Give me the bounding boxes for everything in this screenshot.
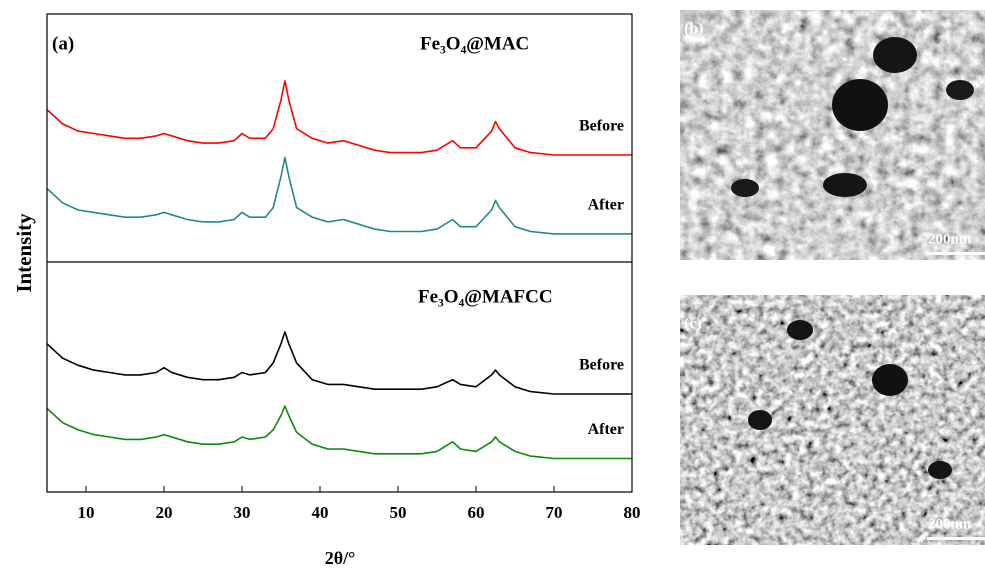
- x-axis-label: 2θ/°: [325, 548, 356, 568]
- scale-text: 200nm: [928, 516, 972, 532]
- series-line: [46, 331, 632, 395]
- scale-bar: [927, 537, 985, 540]
- pore: [731, 179, 759, 197]
- series-line: [46, 80, 632, 156]
- pore: [832, 79, 888, 131]
- x-tick-label: 70: [546, 503, 563, 522]
- x-tick-label: 40: [312, 503, 329, 522]
- panel-label: (c): [684, 316, 702, 333]
- pore: [787, 320, 813, 340]
- pore: [748, 410, 772, 430]
- sem-texture: [680, 10, 985, 260]
- series-label: After: [588, 421, 624, 438]
- x-tick-label: 60: [468, 503, 485, 522]
- series-label: After: [588, 197, 624, 214]
- annotation: (a): [52, 33, 74, 54]
- series-label: Before: [579, 357, 624, 374]
- scale-text: 200nm: [928, 231, 972, 247]
- plot-frame: [46, 13, 633, 493]
- x-tick-label: 30: [234, 503, 251, 522]
- annotation: Fe₃O₄@MAFCC: [418, 286, 553, 307]
- pore: [946, 80, 974, 100]
- pore: [872, 364, 908, 396]
- x-tick-label: 80: [624, 503, 641, 522]
- sem-texture: [680, 295, 985, 545]
- y-axis-label: Intensity: [12, 213, 36, 293]
- scale-bar: [927, 252, 985, 255]
- pore: [823, 173, 867, 197]
- x-tick-label: 20: [156, 503, 173, 522]
- x-tick-label: 10: [78, 503, 95, 522]
- annotation: Fe₃O₄@MAC: [420, 33, 529, 54]
- series-line: [46, 405, 632, 460]
- panel-label: (b): [684, 21, 704, 38]
- pore: [928, 461, 952, 479]
- x-tick-label: 50: [390, 503, 407, 522]
- series-label: Before: [579, 118, 624, 135]
- pore: [873, 37, 917, 73]
- series-line: [46, 156, 632, 235]
- sem-image-c: (c) 200nm: [680, 295, 985, 545]
- sem-image-b: (b) 200nm: [680, 10, 985, 260]
